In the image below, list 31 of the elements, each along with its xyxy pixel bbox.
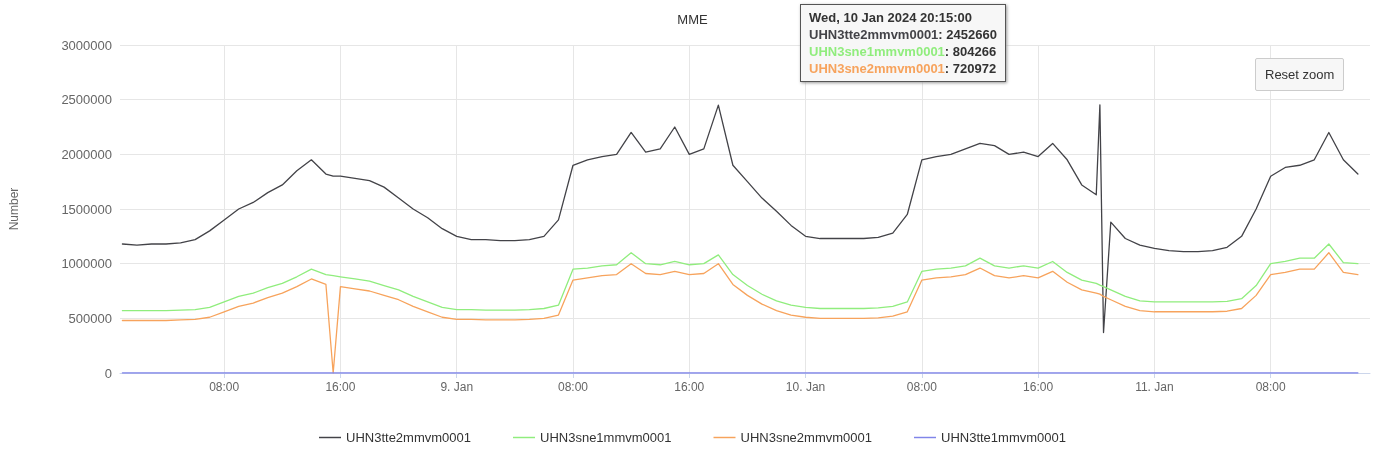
y-tick-label: 2000000: [61, 146, 112, 162]
y-axis-title: Number: [7, 187, 21, 231]
legend-label: UHN3sne1mmvm0001: [540, 430, 672, 445]
y-tick-label: 1000000: [61, 256, 112, 272]
legend-label: UHN3sne2mmvm0001: [740, 430, 872, 445]
x-tick-label: 08:00: [906, 380, 938, 394]
x-tick-label: 08:00: [557, 380, 589, 394]
y-tick-label: 0: [104, 365, 112, 381]
x-tick-label: 16:00: [674, 380, 705, 394]
annotation: Reset zoom: [1255, 58, 1345, 91]
x-tick-label: 11. Jan: [1135, 380, 1174, 394]
x-tick-label: 08:00: [1255, 380, 1287, 394]
text: UHN3tte2mmvm0001: 2452660: [809, 27, 997, 42]
line-series: [121, 104, 1359, 334]
x-tick-label: 10. Jan: [785, 380, 826, 394]
legend-label: UHN3tte2mmvm0001: [346, 430, 472, 445]
x-tick-label: 08:00: [209, 380, 240, 394]
x-tick-label: 9. Jan: [440, 380, 474, 394]
y-tick-label: 1500000: [61, 201, 112, 217]
y-tick-label: 500000: [68, 310, 112, 326]
x-tick-label: 16:00: [1023, 380, 1054, 394]
line-series: [121, 243, 1359, 312]
text: Wed, 10 Jan 2024 20:15:00: [809, 9, 974, 26]
y-tick-label: 2500000: [61, 92, 112, 108]
annotation: UHN3sne1mmvm0001: 804266: [809, 44, 997, 59]
x-tick-label: 16:00: [325, 380, 356, 394]
y-tick-label: 3000000: [61, 37, 112, 53]
chart-title: MME: [677, 12, 708, 27]
line-series: [121, 252, 1359, 374]
annotation: UHN3sne2mmvm0001: 720972: [809, 61, 997, 76]
legend-label: UHN3tte1mmvm0001: [940, 430, 1066, 445]
